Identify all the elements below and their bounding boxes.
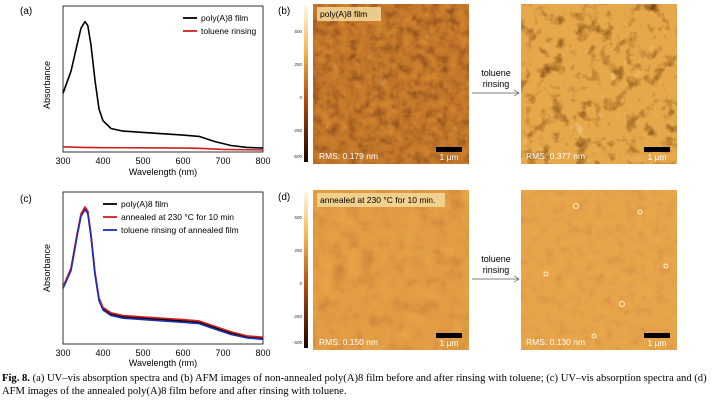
afm-image-d-right: RMS: 0.130 nm 1 μm — [521, 190, 677, 350]
legend-label: poly(A)8 film — [201, 13, 248, 23]
arrow-text: toluene — [481, 68, 511, 78]
scale-bar — [436, 333, 462, 338]
image-title: annealed at 230 °C for 10 min. — [320, 195, 435, 205]
series-line — [62, 20, 264, 149]
colorbar-tick: 250 — [294, 248, 302, 253]
xtick-label: 300 — [55, 156, 70, 166]
afm-panel-b: (b) 500 250 0 -250 -500 poly(A)8 film RM… — [278, 4, 677, 164]
series-group-a — [62, 20, 264, 151]
panel-label-c: (c) — [20, 194, 32, 205]
xtick-label: 400 — [95, 348, 110, 358]
series-line — [62, 146, 264, 151]
plot-frame-a — [62, 5, 264, 153]
xticks-c: 300 400 500 600 700 800 — [55, 348, 270, 358]
colorbar-tick: 0 — [299, 95, 302, 100]
ylabel-a: Absorbance — [42, 61, 52, 109]
scale-bar — [644, 147, 670, 152]
colorbar-tick: 0 — [299, 281, 302, 286]
uv-vis-chart-c: (c) Absorbance 300 400 500 600 700 800 W… — [20, 191, 271, 368]
colorbar-b — [304, 6, 308, 162]
xtick-label: 700 — [215, 348, 230, 358]
xlabel-a: Wavelength (nm) — [129, 167, 197, 177]
xtick-label: 800 — [255, 348, 270, 358]
colorbar-tick: -250 — [293, 314, 303, 319]
figure-caption: Fig. 8. (a) UV–vis absorption spectra an… — [2, 372, 716, 398]
xlabel-c: Wavelength (nm) — [129, 358, 197, 368]
rms-label: RMS: 0.179 nm — [319, 151, 378, 161]
rms-label: RMS: 0.377 nm — [526, 151, 585, 161]
colorbar-tick: 250 — [294, 62, 302, 67]
arrow-text: rinsing — [483, 79, 510, 89]
scale-bar — [644, 333, 670, 338]
xtick-label: 700 — [215, 156, 230, 166]
xtick-label: 500 — [135, 348, 150, 358]
colorbar-tick: -500 — [293, 340, 303, 345]
colorbar-tick: -250 — [293, 128, 303, 133]
legend-label: toluene rinsing — [201, 26, 257, 36]
ylabel-c: Absorbance — [42, 244, 52, 292]
xtick-label: 500 — [135, 156, 150, 166]
scale-bar-label: 1 μm — [439, 152, 458, 162]
scale-bar-label: 1 μm — [647, 338, 666, 348]
scale-bar-label: 1 μm — [647, 152, 666, 162]
panel-label-d: (d) — [278, 192, 290, 203]
xtick-label: 800 — [255, 156, 270, 166]
colorbar-tick: 500 — [294, 29, 302, 34]
xtick-label: 600 — [175, 156, 190, 166]
xtick-label: 600 — [175, 348, 190, 358]
series-line — [62, 208, 264, 341]
arrow-head-icon — [513, 89, 520, 97]
arrow-text: toluene — [481, 254, 511, 264]
figure-number: Fig. 8. — [2, 373, 30, 384]
xtick-label: 300 — [55, 348, 70, 358]
scale-bar — [436, 147, 462, 152]
colorbar-tick: -500 — [293, 154, 303, 159]
legend-label: poly(A)8 film — [121, 199, 168, 209]
image-title-box — [317, 7, 381, 21]
xticks-a: 300 400 500 600 700 800 — [55, 156, 270, 166]
panel-label-a: (a) — [20, 6, 32, 17]
colorbar-tick: 500 — [294, 215, 302, 220]
rms-label: RMS: 0.130 nm — [526, 337, 585, 347]
afm-image-b-right: RMS: 0.377 nm 1 μm — [521, 4, 677, 164]
caption-text: (a) UV–vis absorption spectra and (b) AF… — [2, 373, 707, 397]
rinsing-arrow-b: toluene rinsing — [472, 68, 520, 97]
panel-label-b: (b) — [278, 6, 290, 17]
series-group-c — [62, 206, 264, 341]
colorbar-d — [304, 192, 308, 348]
legend-a: poly(A)8 film toluene rinsing — [183, 13, 257, 36]
plot-frame-c — [62, 191, 264, 345]
colorbar-ticks-d: 500 250 0 -250 -500 — [293, 215, 303, 345]
afm-image-d-left: annealed at 230 °C for 10 min. RMS: 0.15… — [313, 190, 469, 350]
image-title-box — [317, 193, 445, 207]
arrow-head-icon — [513, 275, 520, 283]
image-title: poly(A)8 film — [320, 9, 367, 19]
xtick-label: 400 — [95, 156, 110, 166]
colorbar-ticks-b: 500 250 0 -250 -500 — [293, 29, 303, 159]
series-line — [62, 206, 264, 338]
scale-bar-label: 1 μm — [439, 338, 458, 348]
legend-c: poly(A)8 film annealed at 230 °C for 10 … — [103, 199, 239, 235]
legend-label: toluene rinsing of annealed film — [121, 225, 239, 235]
uv-vis-chart-a: (a) Absorbance 300 400 500 600 700 800 W… — [20, 5, 271, 177]
rinsing-arrow-d: toluene rinsing — [472, 254, 520, 283]
legend-label: annealed at 230 °C for 10 min — [121, 212, 234, 222]
arrow-text: rinsing — [483, 265, 510, 275]
rms-label: RMS: 0.150 nm — [319, 337, 378, 347]
particle-dots — [543, 203, 669, 339]
afm-image-b-left: poly(A)8 film RMS: 0.179 nm 1 μm — [313, 4, 469, 164]
afm-panel-d: (d) 500 250 0 -250 -500 annealed at 230 … — [278, 190, 677, 350]
